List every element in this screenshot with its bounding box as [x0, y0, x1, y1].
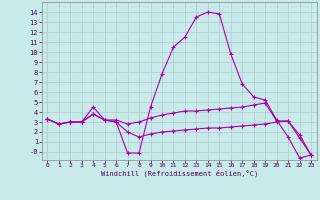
X-axis label: Windchill (Refroidissement éolien,°C): Windchill (Refroidissement éolien,°C) — [100, 170, 258, 177]
